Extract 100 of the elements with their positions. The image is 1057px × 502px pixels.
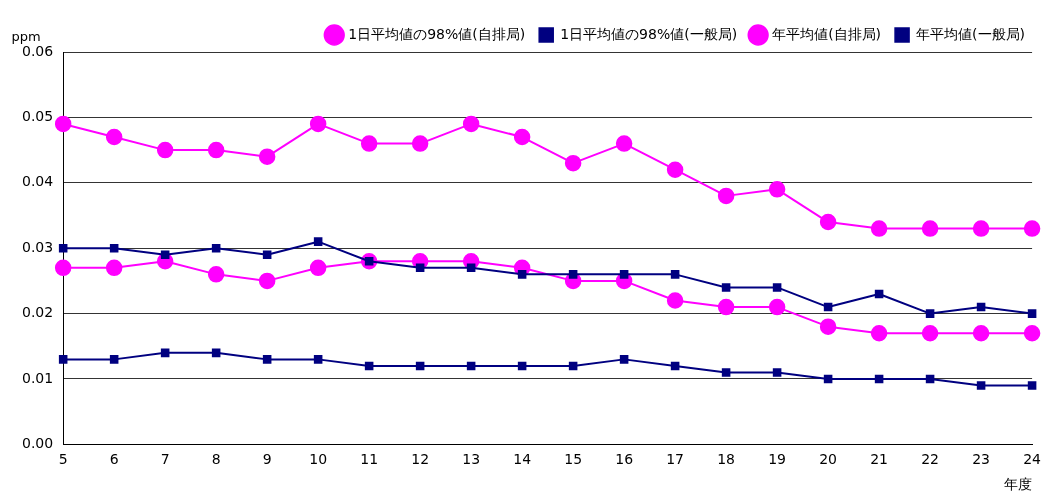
point <box>109 355 119 364</box>
point <box>874 289 884 299</box>
x-tick-label: 23 <box>972 451 991 468</box>
point <box>211 348 221 358</box>
point <box>58 355 68 364</box>
y-tick-label: 0.01 <box>22 369 54 386</box>
point <box>462 115 480 133</box>
point <box>564 154 582 172</box>
x-tick-label: 12 <box>411 451 430 468</box>
point <box>156 141 174 159</box>
point <box>517 361 527 371</box>
point <box>207 141 225 159</box>
point <box>972 220 990 237</box>
x-tick-label: 8 <box>211 451 221 468</box>
point <box>670 270 680 279</box>
point <box>666 292 684 309</box>
y-tick-label: 0.03 <box>22 238 54 255</box>
legend-label: 1日平均値の98%値(自排局) <box>348 25 526 42</box>
point <box>976 302 986 312</box>
point <box>921 220 939 237</box>
point <box>870 220 888 237</box>
point <box>925 374 935 384</box>
x-tick-label: 5 <box>58 451 68 468</box>
point <box>58 243 68 253</box>
point <box>415 263 425 273</box>
point <box>466 263 476 273</box>
point <box>309 259 327 277</box>
y-tick-label: 0.04 <box>22 173 54 190</box>
y-tick-label: 0.05 <box>22 108 54 125</box>
x-tick-label: 15 <box>564 451 583 468</box>
point <box>619 270 629 279</box>
y-tick-label: 0.06 <box>22 42 54 59</box>
legend-label: 年平均値(自排局) <box>772 25 882 42</box>
point <box>160 348 170 358</box>
x-tick-label: 19 <box>768 451 787 468</box>
point <box>258 148 276 165</box>
point <box>54 115 72 133</box>
point <box>976 381 986 390</box>
point <box>313 237 323 246</box>
x-tick-label: 24 <box>1023 451 1042 468</box>
x-tick-label: 7 <box>160 451 170 468</box>
point <box>721 283 731 292</box>
point <box>109 243 119 253</box>
point <box>313 355 323 364</box>
point <box>772 283 782 292</box>
x-tick-label: 13 <box>462 451 481 468</box>
point <box>615 135 633 152</box>
y-axis-title: ppm <box>11 28 41 44</box>
point <box>309 115 327 133</box>
x-tick-label: 18 <box>717 451 736 468</box>
point <box>768 181 786 198</box>
point <box>211 243 221 253</box>
x-tick-label: 6 <box>109 451 119 468</box>
point <box>721 368 731 377</box>
x-tick-label: 11 <box>360 451 379 468</box>
point <box>823 374 833 384</box>
point <box>160 250 170 260</box>
x-tick-label: 10 <box>309 451 328 468</box>
point <box>819 318 837 335</box>
point <box>717 298 735 316</box>
point <box>1023 220 1041 237</box>
x-tick-label: 21 <box>870 451 889 468</box>
x-tick-label: 9 <box>262 451 272 468</box>
point <box>972 324 990 342</box>
legend-label: 年平均値(一般局) <box>916 25 1026 42</box>
point <box>517 270 527 279</box>
x-tick-label: 22 <box>921 451 940 468</box>
point <box>921 324 939 342</box>
point <box>262 355 272 364</box>
legend-label: 1日平均値の98%値(一般局) <box>560 25 738 42</box>
point <box>619 355 629 364</box>
x-tick-label: 14 <box>513 451 532 468</box>
y-tick-label: 0.00 <box>22 435 54 452</box>
point <box>870 324 888 342</box>
x-tick-label: 20 <box>819 451 838 468</box>
point <box>466 361 476 371</box>
point <box>568 270 578 279</box>
point <box>207 266 225 283</box>
point <box>105 259 123 277</box>
point <box>925 309 935 318</box>
point <box>823 302 833 312</box>
point <box>666 161 684 178</box>
x-axis-title: 年度 <box>1004 476 1033 493</box>
point <box>670 361 680 371</box>
point <box>364 361 374 371</box>
point <box>411 135 429 152</box>
point <box>1023 324 1041 342</box>
point <box>568 361 578 371</box>
point <box>360 135 378 152</box>
point <box>1027 381 1037 390</box>
point <box>513 128 531 146</box>
point <box>258 272 276 290</box>
point <box>1027 309 1037 318</box>
point <box>772 368 782 377</box>
point <box>819 213 837 231</box>
point <box>105 128 123 146</box>
point <box>717 187 735 205</box>
point <box>874 374 884 384</box>
x-tick-label: 16 <box>615 451 634 468</box>
x-tick-label: 17 <box>666 451 685 468</box>
